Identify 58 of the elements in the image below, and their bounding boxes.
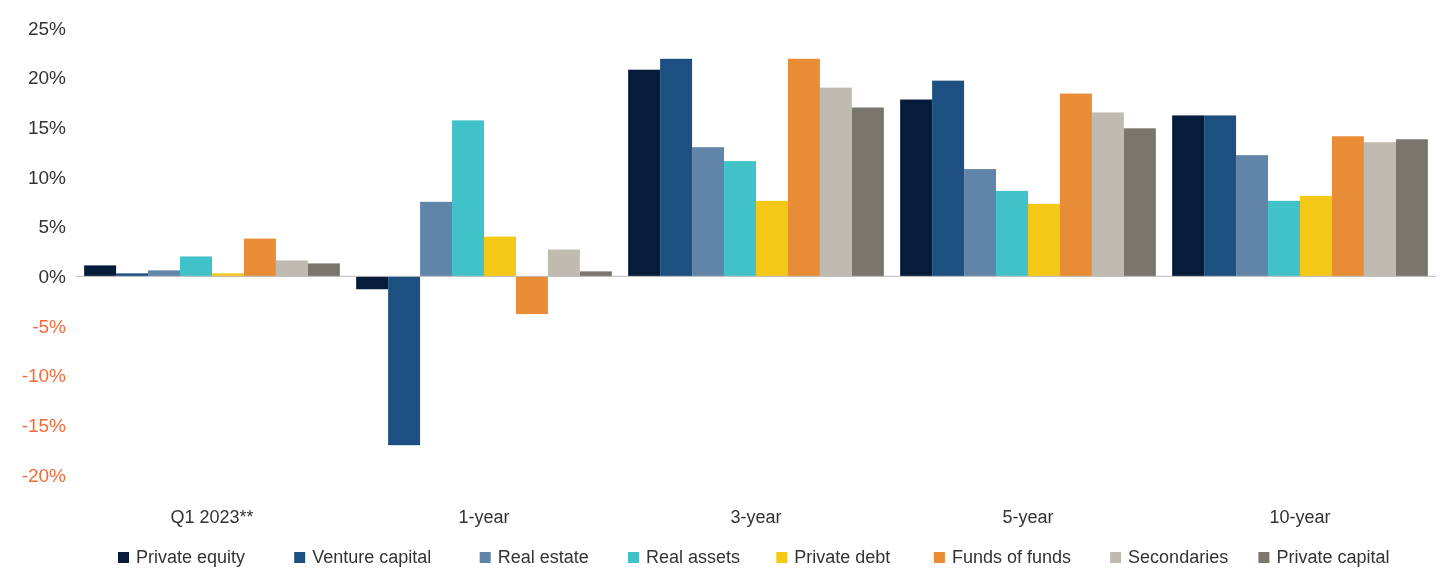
x-tick-label: 10-year [1269, 507, 1331, 527]
bar [1172, 115, 1205, 277]
bar [1059, 93, 1092, 277]
legend-label: Funds of funds [951, 547, 1071, 567]
bar [996, 190, 1028, 277]
legend-label: Private debt [794, 547, 891, 567]
bar [388, 276, 421, 446]
bar [756, 200, 788, 277]
y-tick-label: -10% [21, 365, 67, 387]
bar [787, 58, 820, 277]
bar [148, 270, 181, 277]
legend-label: Private equity [136, 547, 246, 567]
bar [1300, 195, 1332, 277]
y-tick-label: -20% [21, 464, 67, 486]
bar [1028, 203, 1060, 277]
y-tick-label: 0% [38, 265, 67, 287]
legend-label: Real estate [497, 547, 589, 567]
bar [1123, 128, 1156, 277]
y-tick-label: 10% [27, 166, 67, 188]
bar [660, 58, 693, 277]
x-tick-label: 5-year [1002, 507, 1054, 527]
bar [356, 276, 389, 290]
bar [452, 120, 484, 277]
y-tick-label: 20% [27, 67, 67, 89]
bar [851, 107, 884, 277]
x-tick-label: Q1 2023** [170, 507, 254, 527]
legend-label: Real assets [646, 547, 741, 567]
x-tick-label: 3-year [730, 507, 782, 527]
bar [692, 147, 725, 277]
bar [1395, 139, 1428, 277]
bar [84, 265, 117, 277]
bar [1236, 155, 1269, 277]
bar [628, 69, 661, 277]
y-tick-label: -5% [32, 315, 67, 337]
bar [964, 169, 997, 277]
bar [180, 256, 212, 277]
bar [1204, 115, 1237, 277]
bar [1331, 136, 1364, 277]
bar [579, 271, 612, 277]
bar [515, 276, 548, 315]
y-tick-label: 5% [38, 216, 67, 238]
bar [932, 80, 965, 277]
bar [1268, 200, 1300, 277]
bar [484, 236, 516, 277]
bar [243, 238, 276, 277]
legend-label: Secondaries [1128, 547, 1229, 567]
bar [900, 99, 933, 277]
bar [307, 263, 340, 277]
bar [724, 161, 756, 277]
legend-label: Private capital [1276, 547, 1390, 567]
bar [212, 273, 244, 277]
bar [116, 273, 149, 277]
y-tick-label: -15% [21, 414, 67, 436]
x-tick-label: 1-year [458, 507, 510, 527]
legend-label: Venture capital [312, 547, 432, 567]
y-tick-label: 25% [27, 17, 67, 39]
bar [420, 201, 453, 277]
y-tick-label: 15% [27, 116, 67, 138]
